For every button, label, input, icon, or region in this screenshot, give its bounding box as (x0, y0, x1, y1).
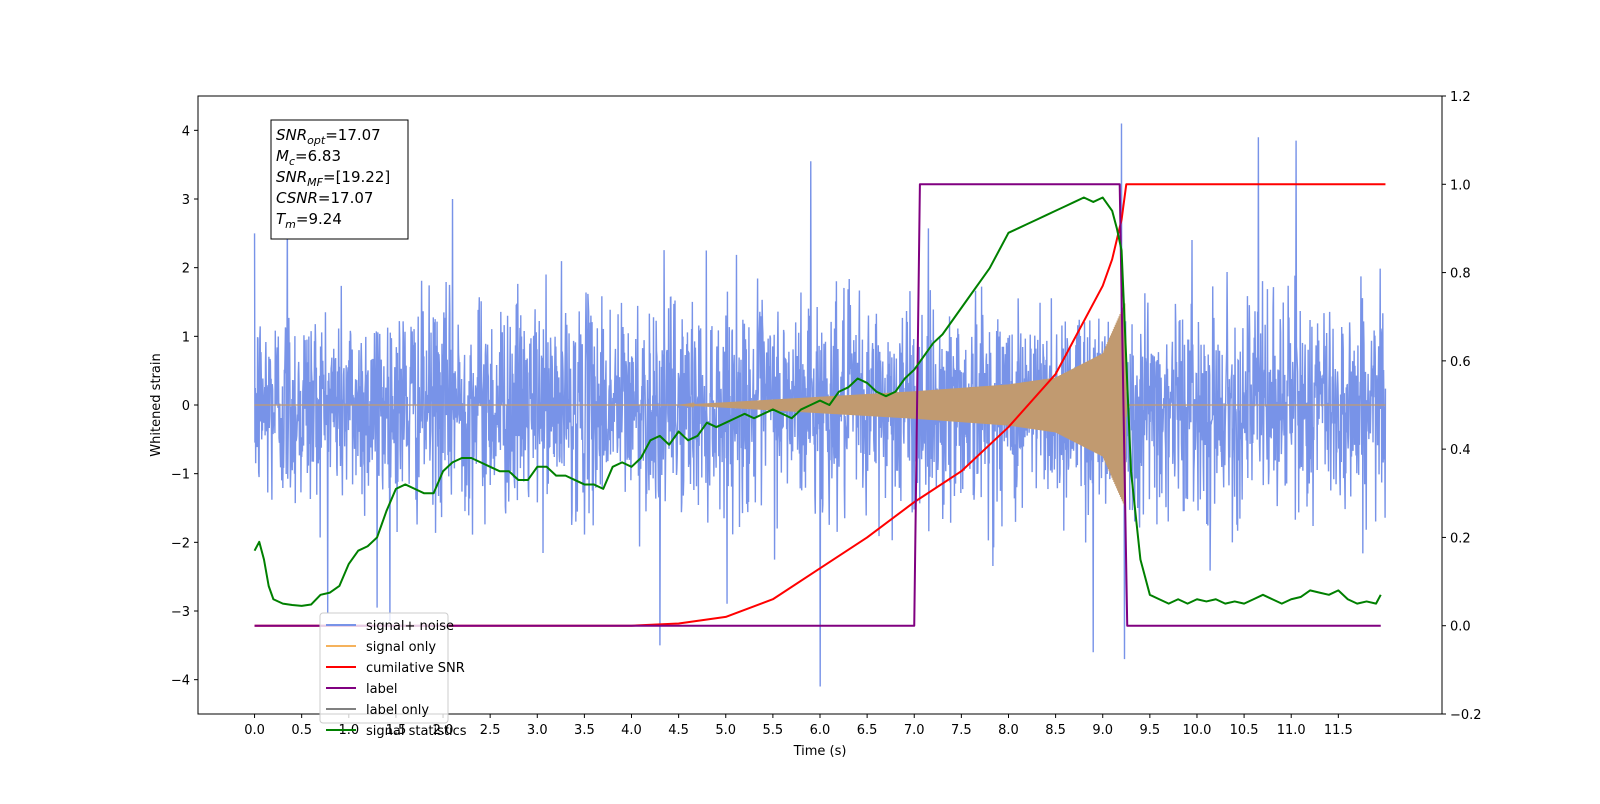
y-tick-label: −1 (171, 468, 190, 483)
x-tick-label: 9.5 (1140, 723, 1161, 738)
x-tick-label: 9.0 (1092, 723, 1113, 738)
series-signal-statistics (253, 196, 1382, 607)
x-tick-label: 3.0 (527, 723, 548, 738)
annotation-line: SNRopt=17.07 (276, 126, 381, 147)
y-tick-label: −4 (171, 674, 190, 689)
x-tick-label: 8.5 (1045, 723, 1066, 738)
annotation-line: Tm=9.24 (276, 210, 342, 231)
y-tick-label: 4 (182, 124, 190, 139)
legend-label-label: label (366, 682, 397, 697)
y-tick-label: 3 (182, 193, 190, 208)
legend-label-cumilative-snr: cumilative SNR (366, 661, 465, 676)
x-tick-label: 2.0 (433, 723, 454, 738)
y2-tick-label: 0.0 (1450, 620, 1471, 635)
x-tick-label: 4.0 (621, 723, 642, 738)
y2-tick-label: 0.8 (1450, 267, 1471, 282)
series-label (254, 183, 1381, 627)
y-tick-label: −3 (171, 605, 190, 620)
x-tick-label: 8.0 (998, 723, 1019, 738)
x-tick-label: 3.5 (574, 723, 595, 738)
x-tick-label: 0.0 (244, 723, 265, 738)
annotation-line: CSNR=17.07 (276, 189, 373, 207)
y2-tick-label: 0.2 (1450, 531, 1471, 546)
x-tick-label: 11.5 (1324, 723, 1353, 738)
y2-tick-label: −0.2 (1450, 708, 1482, 723)
annotation-line: SNRMF=[19.22] (276, 168, 390, 189)
annotation-box: SNRopt=17.07Mc=6.83SNRMF=[19.22]CSNR=17.… (270, 119, 409, 240)
y2-tick-label: 1.0 (1450, 178, 1471, 193)
y-axis-label: Whitened strain (149, 353, 164, 456)
legend-label-signal-statistics: signal statistics (366, 724, 467, 739)
x-tick-label: 5.0 (715, 723, 736, 738)
x-tick-label: 0.5 (291, 723, 312, 738)
y2-tick-label: 1.2 (1450, 90, 1471, 105)
y-tick-label: 1 (182, 330, 190, 345)
y-tick-label: 2 (182, 262, 190, 277)
legend-label-signal-noise: signal+ noise (366, 619, 454, 634)
x-axis-label: Time (s) (793, 744, 847, 759)
y-tick-label: −2 (171, 536, 190, 551)
x-tick-label: 6.0 (810, 723, 831, 738)
x-tick-label: 1.5 (386, 723, 407, 738)
annotation-line: Mc=6.83 (276, 147, 341, 168)
legend-label-label-only: label only (366, 703, 429, 718)
x-tick-label: 6.5 (857, 723, 878, 738)
x-tick-label: 4.5 (668, 723, 689, 738)
legend-label-signal-only: signal only (366, 640, 436, 655)
x-tick-label: 7.5 (951, 723, 972, 738)
x-tick-label: 5.5 (763, 723, 784, 738)
series-signal-only (254, 303, 1386, 508)
series-cumilative-snr (254, 183, 1386, 627)
legend: signal+ noise signal only cumilative SNR la… (319, 612, 467, 739)
x-tick-label: 10.5 (1230, 723, 1259, 738)
legend-frame (319, 612, 449, 724)
y-tick-label: 0 (182, 399, 190, 414)
annotation-frame (270, 119, 409, 240)
x-tick-label: 2.5 (480, 723, 501, 738)
x-tick-label: 10.0 (1182, 723, 1211, 738)
series-signal-noise (253, 123, 1387, 687)
y2-tick-label: 0.6 (1450, 355, 1471, 370)
x-tick-label: 11.0 (1277, 723, 1306, 738)
x-tick-label: 7.0 (904, 723, 925, 738)
y2-tick-label: 0.4 (1450, 443, 1471, 458)
